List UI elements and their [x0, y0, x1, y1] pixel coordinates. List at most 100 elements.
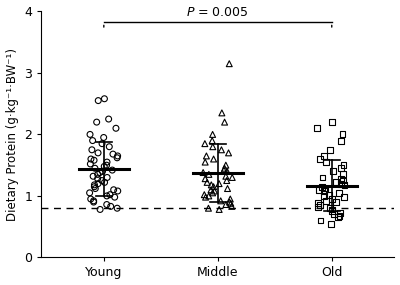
Point [97, 170, 103, 175]
Point [330, 169, 336, 174]
Point [210, 184, 217, 189]
Point [216, 181, 222, 186]
Point [226, 200, 233, 204]
Point [206, 172, 212, 177]
Point [94, 120, 100, 124]
Point [227, 197, 234, 201]
Point [90, 138, 96, 143]
Point [104, 175, 110, 180]
Point [202, 195, 209, 200]
Point [208, 188, 214, 192]
Point [201, 192, 208, 197]
Point [319, 175, 326, 180]
Point [91, 158, 97, 162]
Point [91, 183, 98, 187]
Point [87, 162, 94, 166]
Point [112, 195, 118, 200]
Point [210, 132, 216, 137]
Point [341, 195, 347, 200]
Point [88, 197, 94, 201]
Point [87, 132, 93, 137]
Point [224, 169, 230, 174]
Point [320, 154, 327, 158]
Point [338, 166, 344, 170]
Point [204, 180, 210, 185]
Point [326, 192, 332, 197]
Point [329, 207, 336, 212]
Point [202, 160, 208, 164]
Point [336, 191, 342, 195]
Point [95, 150, 101, 155]
Point [321, 194, 328, 198]
Point [341, 183, 348, 187]
Point [114, 156, 120, 160]
Point [219, 111, 225, 115]
Point [326, 206, 333, 211]
Point [202, 141, 208, 146]
Point [108, 204, 114, 209]
Point [228, 201, 234, 205]
Point [218, 148, 225, 152]
Point [340, 178, 346, 183]
Point [90, 199, 97, 203]
Point [86, 191, 93, 195]
Point [203, 154, 210, 158]
Point [317, 157, 324, 161]
Point [104, 160, 110, 164]
Point [332, 180, 339, 185]
Point [205, 206, 212, 211]
Point [114, 206, 120, 211]
Point [228, 204, 235, 209]
Point [326, 148, 333, 152]
Point [210, 191, 216, 195]
Point [104, 202, 110, 207]
Point [200, 170, 206, 175]
Point [101, 164, 108, 169]
Point [224, 178, 230, 183]
Point [318, 184, 325, 189]
Point [107, 192, 113, 197]
Point [202, 176, 208, 181]
Point [101, 96, 108, 101]
Point [94, 176, 101, 181]
Point [316, 188, 322, 192]
Point [338, 176, 344, 181]
Point [106, 117, 112, 121]
Point [89, 148, 95, 152]
Point [223, 174, 229, 178]
Point [110, 152, 116, 156]
Point [218, 199, 224, 203]
Point [329, 197, 335, 201]
Point [210, 157, 217, 161]
Point [114, 189, 121, 193]
Point [95, 98, 102, 103]
Point [328, 209, 335, 213]
Point [223, 202, 229, 207]
Point [221, 120, 228, 124]
Point [109, 168, 116, 172]
Point [336, 213, 343, 218]
Point [323, 199, 330, 203]
Point [99, 169, 106, 174]
Point [340, 163, 347, 168]
Point [92, 186, 98, 191]
Point [104, 194, 110, 198]
Point [323, 160, 330, 164]
Point [221, 166, 228, 170]
Point [335, 215, 341, 220]
Point [99, 141, 105, 146]
Point [333, 200, 339, 204]
Point [338, 138, 344, 143]
Point [223, 163, 229, 168]
Point [106, 144, 112, 149]
Point [100, 135, 107, 140]
Point [317, 203, 323, 207]
Point [317, 218, 324, 223]
Point [221, 168, 227, 172]
Text: $P$ = 0.005: $P$ = 0.005 [186, 7, 249, 19]
Point [339, 132, 346, 137]
Point [209, 138, 215, 143]
Point [330, 212, 337, 217]
Point [315, 201, 321, 205]
Point [92, 166, 98, 170]
